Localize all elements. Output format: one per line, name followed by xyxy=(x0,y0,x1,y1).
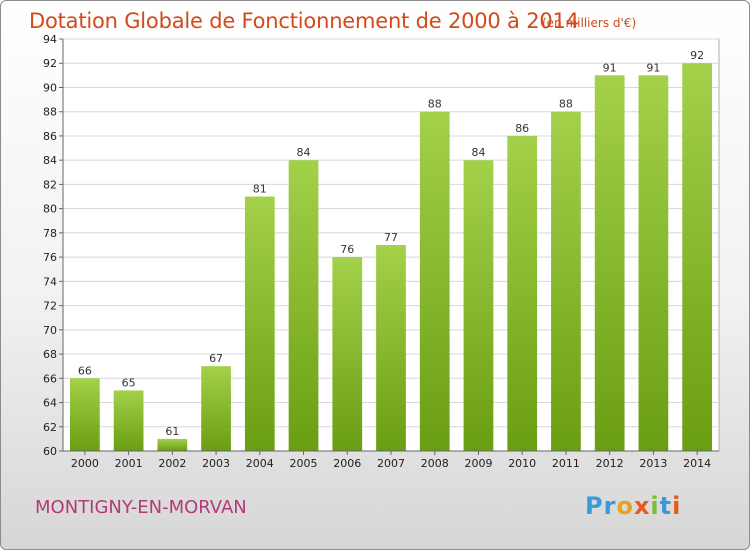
bar-value-label: 92 xyxy=(690,49,704,62)
bar-value-label: 88 xyxy=(428,98,442,111)
bar xyxy=(551,111,581,452)
bar xyxy=(638,75,669,452)
x-tick-label: 2005 xyxy=(290,457,318,470)
x-tick-label: 2000 xyxy=(71,457,99,470)
x-tick-label: 2004 xyxy=(246,457,274,470)
bar-value-label: 67 xyxy=(209,352,223,365)
bar xyxy=(69,378,100,451)
logo-letter: i xyxy=(672,492,682,520)
x-tick-label: 2002 xyxy=(158,457,186,470)
bar-value-label: 91 xyxy=(646,61,660,74)
bar xyxy=(507,135,538,452)
bar xyxy=(376,245,406,451)
bar-value-label: 84 xyxy=(297,146,311,159)
bar-value-label: 77 xyxy=(384,231,398,244)
y-tick-label: 88 xyxy=(43,106,57,119)
bar xyxy=(157,438,188,451)
x-tick-label: 2003 xyxy=(202,457,230,470)
y-tick-label: 60 xyxy=(43,445,57,458)
bar xyxy=(419,111,450,452)
bar xyxy=(682,63,713,452)
chart-title: Dotation Globale de Fonctionnement de 20… xyxy=(29,9,579,33)
y-tick-label: 90 xyxy=(43,81,57,94)
logo-letter: o xyxy=(616,492,634,520)
logo-letter: r xyxy=(603,492,617,520)
bar-value-label: 76 xyxy=(340,243,354,256)
commune-name: MONTIGNY-EN-MORVAN xyxy=(35,497,247,518)
bar xyxy=(244,196,275,451)
bar xyxy=(594,75,625,452)
x-tick-label: 2006 xyxy=(333,457,361,470)
proxiti-logo: Proxiti xyxy=(585,492,681,520)
x-tick-label: 2010 xyxy=(508,457,536,470)
bar-value-label: 66 xyxy=(78,364,92,377)
y-tick-label: 74 xyxy=(43,275,57,288)
logo-letter: P xyxy=(585,492,604,520)
y-tick-label: 94 xyxy=(43,33,57,46)
bar-value-label: 81 xyxy=(253,183,267,196)
chart-subtitle: (en milliers d'€) xyxy=(542,16,637,30)
x-tick-label: 2014 xyxy=(683,457,711,470)
bar-value-label: 88 xyxy=(559,98,573,111)
y-tick-label: 82 xyxy=(43,178,57,191)
bar xyxy=(463,160,494,452)
x-tick-label: 2009 xyxy=(464,457,492,470)
y-tick-label: 66 xyxy=(43,372,57,385)
y-tick-label: 76 xyxy=(43,251,57,264)
y-tick-label: 64 xyxy=(43,397,57,410)
bar-value-label: 86 xyxy=(515,122,529,135)
y-tick-label: 78 xyxy=(43,227,57,240)
x-tick-label: 2001 xyxy=(115,457,143,470)
y-tick-label: 84 xyxy=(43,154,57,167)
bar-value-label: 84 xyxy=(471,146,485,159)
bar-value-label: 65 xyxy=(122,376,136,389)
x-tick-label: 2007 xyxy=(377,457,405,470)
y-tick-label: 86 xyxy=(43,130,57,143)
x-tick-label: 2012 xyxy=(596,457,624,470)
y-tick-label: 62 xyxy=(43,421,57,434)
y-tick-label: 80 xyxy=(43,203,57,216)
bar-value-label: 61 xyxy=(165,425,179,438)
bar xyxy=(288,160,319,452)
x-tick-label: 2013 xyxy=(639,457,667,470)
x-tick-label: 2011 xyxy=(552,457,580,470)
bar-value-label: 91 xyxy=(603,61,617,74)
x-tick-label: 2008 xyxy=(421,457,449,470)
y-tick-label: 68 xyxy=(43,348,57,361)
y-tick-label: 92 xyxy=(43,57,57,70)
y-tick-label: 70 xyxy=(43,324,57,337)
bar xyxy=(201,366,231,451)
bar xyxy=(113,390,144,451)
logo-letter: t xyxy=(659,492,673,520)
logo-letter: i xyxy=(650,492,660,520)
bar xyxy=(332,257,363,451)
logo-letter: x xyxy=(633,492,651,520)
y-tick-label: 72 xyxy=(43,300,57,313)
